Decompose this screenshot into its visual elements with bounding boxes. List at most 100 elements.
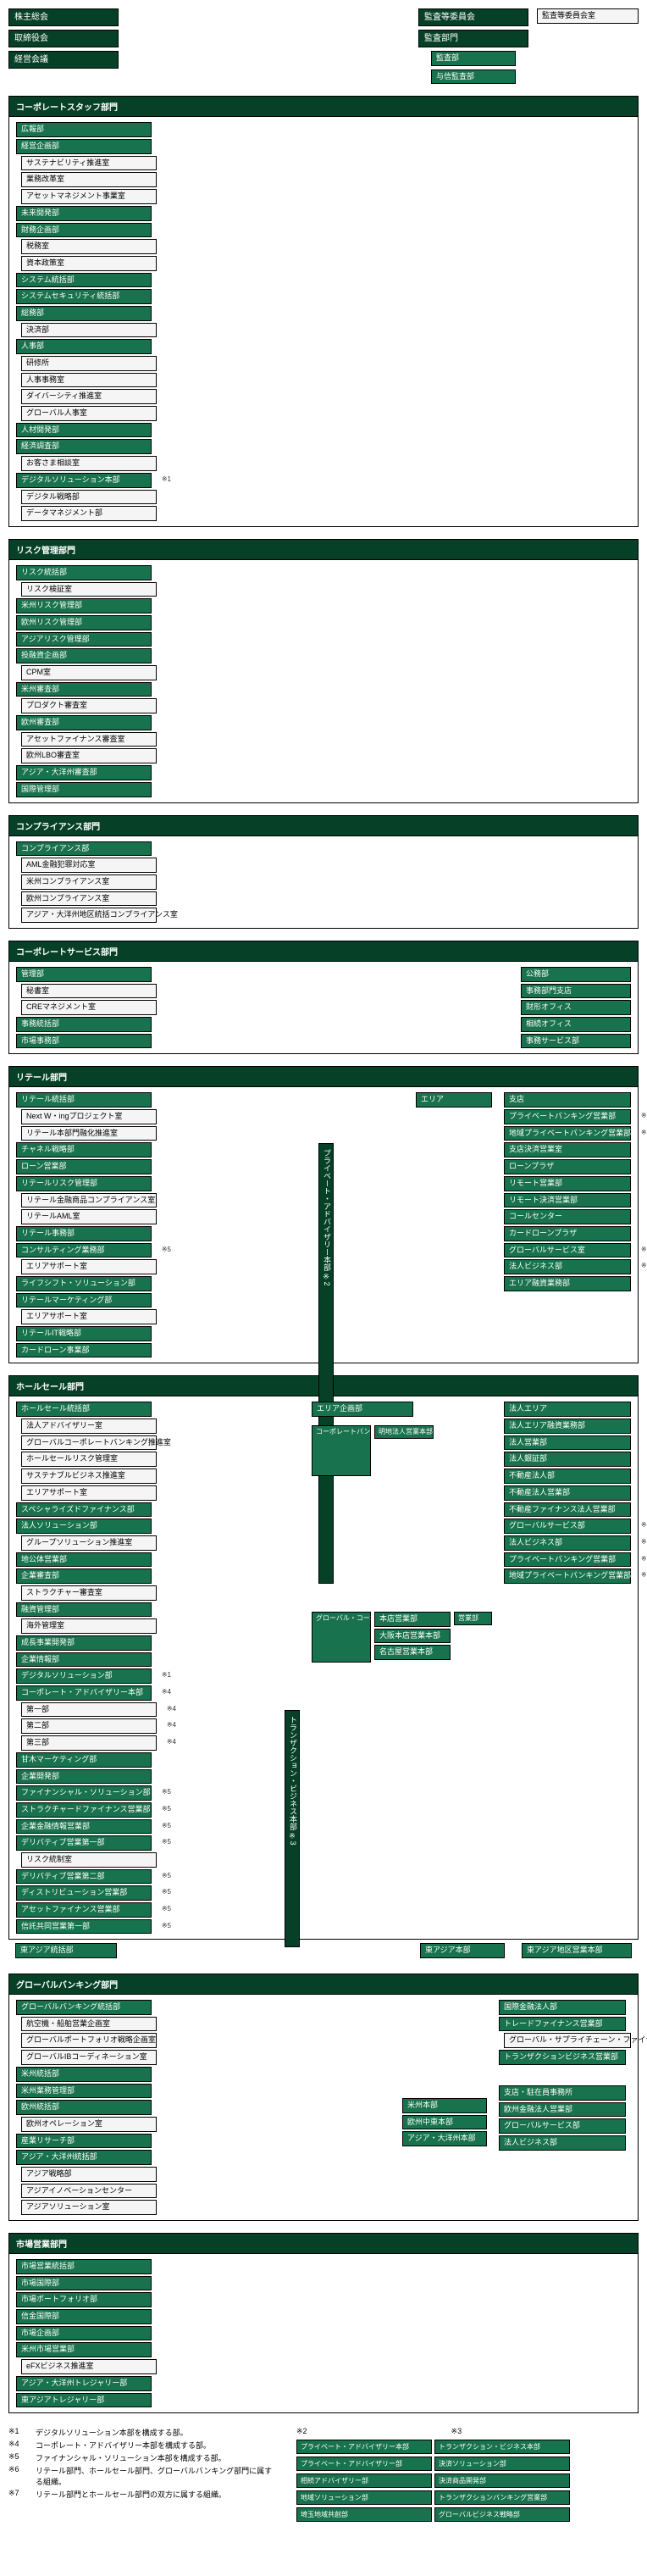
footnote-key-4: ※4	[8, 2440, 32, 2451]
org-unit: 欧州コンプライアンス室	[21, 891, 157, 907]
org-unit: リモート営業部	[504, 1176, 631, 1191]
org-unit: リテール統括部	[16, 1092, 152, 1108]
org-unit: リスク検証室	[21, 582, 157, 597]
org-unit: ホールセールリスク管理室	[21, 1452, 157, 1467]
legend-cell: グローバルビジネス戦略部	[434, 2507, 570, 2522]
org-unit: 地公体営業部	[16, 1552, 152, 1568]
org-unit: 決済部	[21, 323, 157, 338]
org-unit: 人材開発部	[16, 423, 152, 438]
org-unit: 法人エリア融資業務部	[504, 1418, 631, 1434]
shareholders-meeting: 株主総会	[8, 8, 119, 26]
org-unit: 企業審査部	[16, 1568, 152, 1584]
org-unit: 法人ビジネス部※6	[504, 1259, 631, 1274]
org-unit: データマネジメント部	[21, 506, 157, 521]
board-of-directors: 取締役会	[8, 30, 119, 47]
legend-key-2: ※2	[296, 2427, 307, 2436]
div-market-body: 市場営業統括部市場国際部市場ポートフォリオ部信金国際部市場企画部米州市場営業部e…	[8, 2254, 639, 2413]
org-unit: 国際管理部	[16, 782, 152, 797]
org-unit: 投融資企画部	[16, 648, 152, 663]
org-unit: グローバルサービス部	[499, 2118, 626, 2134]
org-unit: リテール金融商品コンプライアンス室	[21, 1193, 157, 1208]
org-unit: Next W・ingプロジェクト室	[21, 1109, 157, 1124]
org-unit: 米州コンプライアンス室	[21, 874, 157, 890]
org-unit: お客さま相談室	[21, 456, 157, 471]
org-unit: グローバルポートフォリオ戦略企画室	[21, 2033, 157, 2048]
org-unit: グローバルIBコーディネーション室	[21, 2050, 157, 2065]
audit-committee-office: 監査等委員会室	[537, 8, 639, 24]
org-unit: サステナビリティ推進室	[21, 156, 157, 171]
org-unit: グローバルバンキング統括部	[16, 2000, 152, 2015]
org-unit: 法人営業部	[504, 1435, 631, 1451]
org-unit: 米州審査部	[16, 682, 152, 697]
legend-cell: 決済商品開発部	[434, 2473, 570, 2488]
org-unit: カードローンプラザ	[504, 1226, 631, 1241]
legend-cell: トランザクションバンキング営業部	[434, 2490, 570, 2505]
org-chart-root: 株主総会 取締役会 経営会議 監査等委員会 監査部門 監査部 与信監査部 監査等…	[0, 0, 647, 2530]
org-unit: 信金国際部	[16, 2309, 152, 2324]
org-unit: 経済調査部	[16, 439, 152, 454]
org-unit: 産業リサーチ部	[16, 2134, 152, 2149]
org-unit: アジア戦略部	[21, 2167, 157, 2182]
org-unit: 企業開発部	[16, 1769, 152, 1785]
org-unit: 米州本部	[402, 2098, 487, 2113]
div-market-header: 市場営業部門	[8, 2233, 639, 2254]
wholesale-corp-sales-hq: 明地法人営業本部	[374, 1425, 434, 1439]
org-unit: 信託共同営業第一部※5	[16, 1919, 152, 1935]
footnote-text-5: ファイナンシャル・ソリューション本部を構成する部。	[36, 2452, 226, 2463]
org-unit: 第三部※4	[21, 1735, 157, 1751]
org-unit: 欧州金融法人営業部	[499, 2102, 626, 2118]
org-unit: システム統括部	[16, 273, 152, 288]
org-unit: 公務部	[521, 967, 631, 982]
div-compliance-body: コンプライアンス部AML金融犯罪対応室米州コンプライアンス室欧州コンプライアンス…	[8, 836, 639, 929]
org-unit: ホールセール統括部	[16, 1402, 152, 1417]
org-unit: 法人ビジネス部	[499, 2135, 626, 2151]
org-unit: デジタルソリューション部※1	[16, 1668, 152, 1684]
org-unit: AML金融犯罪対応室	[21, 858, 157, 873]
org-unit: リテールIT戦略部	[16, 1326, 152, 1341]
org-unit: 管理部	[16, 967, 152, 982]
org-unit: グローバル人事室	[21, 406, 157, 421]
org-unit: 市場営業統括部	[16, 2259, 152, 2274]
org-unit: 本店営業部	[374, 1612, 451, 1627]
org-unit: エリアサポート室	[21, 1485, 157, 1501]
org-unit: 甘木マーケティング部	[16, 1752, 152, 1768]
org-unit: アセットファイナンス営業部※5	[16, 1902, 152, 1918]
footnote-text-7: リテール部門とホールセール部門の双方に属する組織。	[36, 2489, 226, 2500]
org-unit: リスク統括部	[16, 565, 152, 580]
retail-area-header: エリア	[416, 1092, 492, 1108]
wholesale-eigyobu: 営業部	[454, 1612, 492, 1625]
footnote-text-1: デジタルソリューション本部を構成する部。	[36, 2427, 188, 2438]
org-unit: 不動産ファイナンス法人営業部	[504, 1502, 631, 1518]
org-unit: 市場企画部	[16, 2326, 152, 2341]
org-unit: 企業情報部	[16, 1652, 152, 1668]
org-unit: 大阪本店営業本部	[374, 1629, 451, 1644]
org-unit: 企業金融情報営業部※5	[16, 1819, 152, 1835]
org-unit: 広報部	[16, 122, 152, 137]
org-unit: 市場事務部	[16, 1034, 152, 1049]
org-unit: 米州リスク管理部	[16, 598, 152, 613]
org-unit: デジタル戦略部	[21, 490, 157, 505]
org-unit: 航空機・船舶営業企画室	[21, 2017, 157, 2032]
div-global-body: グローバルバンキング統括部航空機・船舶営業企画室グローバルポートフォリオ戦略企画…	[8, 1995, 639, 2221]
org-unit: エリア融資業務部	[504, 1276, 631, 1291]
org-unit: 不動産法人部	[504, 1468, 631, 1484]
org-unit: ファイナンシャル・ソリューション部※5	[16, 1785, 152, 1801]
org-unit: アジア・大洋州トレジャリー部	[16, 2376, 152, 2391]
org-unit: トレードファイナンス営業部	[499, 2017, 626, 2032]
org-unit: アジア・大洋州審査部	[16, 765, 152, 780]
org-unit: 東アジアトレジャリー部	[16, 2393, 152, 2408]
org-unit: 法人エリア	[504, 1402, 631, 1417]
org-unit: 欧州リスク管理部	[16, 615, 152, 630]
org-unit: ディストリビューション営業部※5	[16, 1885, 152, 1901]
audit-committee: 監査等委員会	[418, 8, 528, 26]
org-unit: 成長事業開発部	[16, 1635, 152, 1651]
org-unit: 税務室	[21, 239, 157, 254]
div-corp-service-header: コーポレートサービス部門	[8, 941, 639, 962]
org-unit: エリアサポート室	[21, 1259, 157, 1274]
org-unit: ダイバーシティ推進室	[21, 389, 157, 404]
org-unit: リテール事務部	[16, 1226, 152, 1241]
org-unit: スペシャライズドファイナンス部	[16, 1502, 152, 1518]
org-unit: 法人ビジネス部※6	[504, 1535, 631, 1551]
org-unit: 欧州中東本部	[402, 2115, 487, 2130]
org-unit: システムセキュリティ統括部	[16, 289, 152, 304]
